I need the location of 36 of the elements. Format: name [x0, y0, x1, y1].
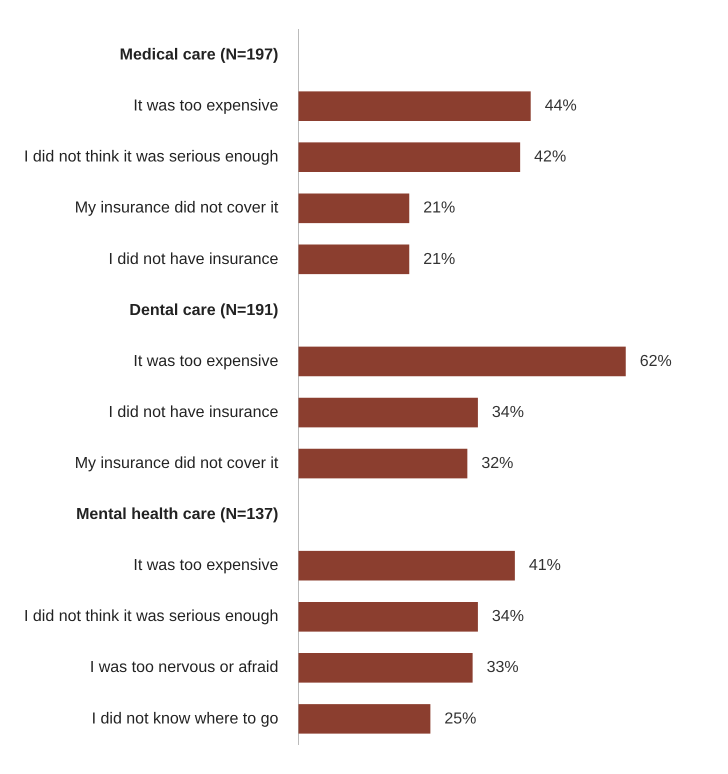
- y-tick-label: Dental care (N=191): [129, 302, 278, 319]
- data-label: 42%: [534, 148, 566, 166]
- bar: [298, 704, 430, 734]
- data-label: 21%: [423, 250, 456, 268]
- bar: [298, 602, 478, 632]
- y-tick-label: I did not have insurance: [108, 404, 278, 421]
- bar: [298, 346, 626, 376]
- bar: [298, 653, 473, 683]
- data-label: 33%: [486, 659, 519, 676]
- data-label: 34%: [492, 608, 524, 626]
- y-tick-label: My insurance did not cover it: [74, 200, 279, 217]
- y-tick-label: Mental health care (N=137): [76, 506, 278, 524]
- bar: [298, 91, 531, 121]
- y-tick-label: It was too expensive: [133, 557, 278, 574]
- data-label: 34%: [492, 404, 524, 421]
- data-label: 62%: [640, 352, 672, 370]
- y-tick-label: It was too expensive: [133, 352, 278, 370]
- y-tick-label: I did not think it was serious enough: [24, 608, 278, 626]
- data-label: 21%: [423, 200, 456, 217]
- bar: [298, 398, 478, 428]
- data-label: 25%: [444, 710, 476, 728]
- data-label: 44%: [544, 98, 577, 115]
- data-label: 32%: [481, 454, 514, 472]
- bar: [298, 244, 410, 274]
- data-label: 41%: [528, 557, 561, 574]
- y-tick-label: It was too expensive: [133, 98, 278, 115]
- y-tick-label: I was too nervous or afraid: [90, 659, 278, 676]
- y-tick-label: I did not know where to go: [92, 710, 278, 728]
- bar: [298, 193, 410, 224]
- bar: [298, 550, 515, 581]
- bar: [298, 448, 468, 478]
- bar: [298, 142, 520, 172]
- y-tick-label: My insurance did not cover it: [74, 454, 279, 472]
- y-tick-label: I did not have insurance: [108, 250, 278, 268]
- y-tick-label: I did not think it was serious enough: [24, 148, 278, 166]
- y-tick-label: Medical care (N=197): [120, 46, 278, 64]
